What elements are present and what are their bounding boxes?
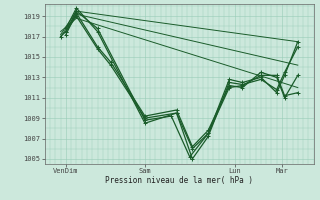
X-axis label: Pression niveau de la mer( hPa ): Pression niveau de la mer( hPa ) xyxy=(105,176,253,185)
